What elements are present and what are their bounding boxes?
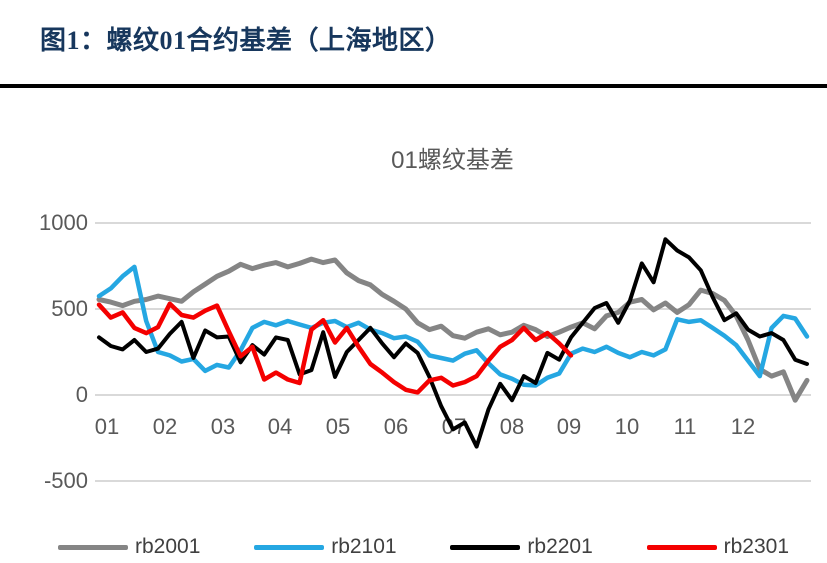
- basis-chart: 01螺纹基差 1000 500 0 -500 01 02 03 04 05 06…: [0, 93, 827, 558]
- chart-title: 01螺纹基差: [391, 147, 514, 174]
- x-axis-tick-12: 12: [730, 414, 756, 439]
- legend-item-rb2201: rb2201: [450, 535, 593, 559]
- x-axis-tick-10: 10: [614, 414, 640, 439]
- x-axis-tick-05: 05: [325, 414, 351, 439]
- chart-legend: rb2001 rb2101 rb2201 rb2301: [0, 533, 827, 561]
- legend-item-rb2101: rb2101: [254, 535, 397, 559]
- x-axis-tick-11: 11: [673, 414, 697, 439]
- x-axis-tick-01: 01: [94, 414, 120, 439]
- series-line-rb2301: [96, 301, 574, 395]
- legend-label: rb2001: [135, 535, 201, 558]
- legend-line-gray-icon: [58, 544, 128, 550]
- series-line-rb2101: [96, 264, 810, 388]
- figure-title: 图1：螺纹01合约基差（上海地区）: [40, 26, 452, 55]
- x-axis-tick-03: 03: [210, 414, 236, 439]
- legend-item-rb2301: rb2301: [646, 535, 789, 559]
- x-axis-tick-04: 04: [267, 414, 293, 439]
- legend-line-red-icon: [646, 544, 717, 550]
- legend-label: rb2201: [527, 535, 593, 558]
- legend-line-blue-icon: [254, 544, 325, 550]
- y-axis-tick-0: 0: [75, 382, 88, 407]
- x-axis-tick-06: 06: [383, 414, 409, 439]
- legend-label: rb2101: [331, 535, 397, 558]
- legend-item-rb2001: rb2001: [58, 535, 200, 559]
- x-axis-tick-02: 02: [152, 414, 178, 439]
- y-axis-tick-neg500: -500: [43, 468, 88, 493]
- x-axis-tick-08: 08: [499, 414, 525, 439]
- divider-line: [0, 84, 827, 88]
- x-axis-tick-09: 09: [556, 414, 582, 439]
- x-axis-tick-07: 07: [441, 414, 467, 439]
- legend-label: rb2301: [723, 535, 789, 558]
- y-axis-tick-500: 500: [51, 296, 88, 321]
- legend-line-black-icon: [450, 544, 521, 550]
- y-axis-tick-1000: 1000: [39, 210, 88, 235]
- series-line-rb2001: [96, 256, 810, 403]
